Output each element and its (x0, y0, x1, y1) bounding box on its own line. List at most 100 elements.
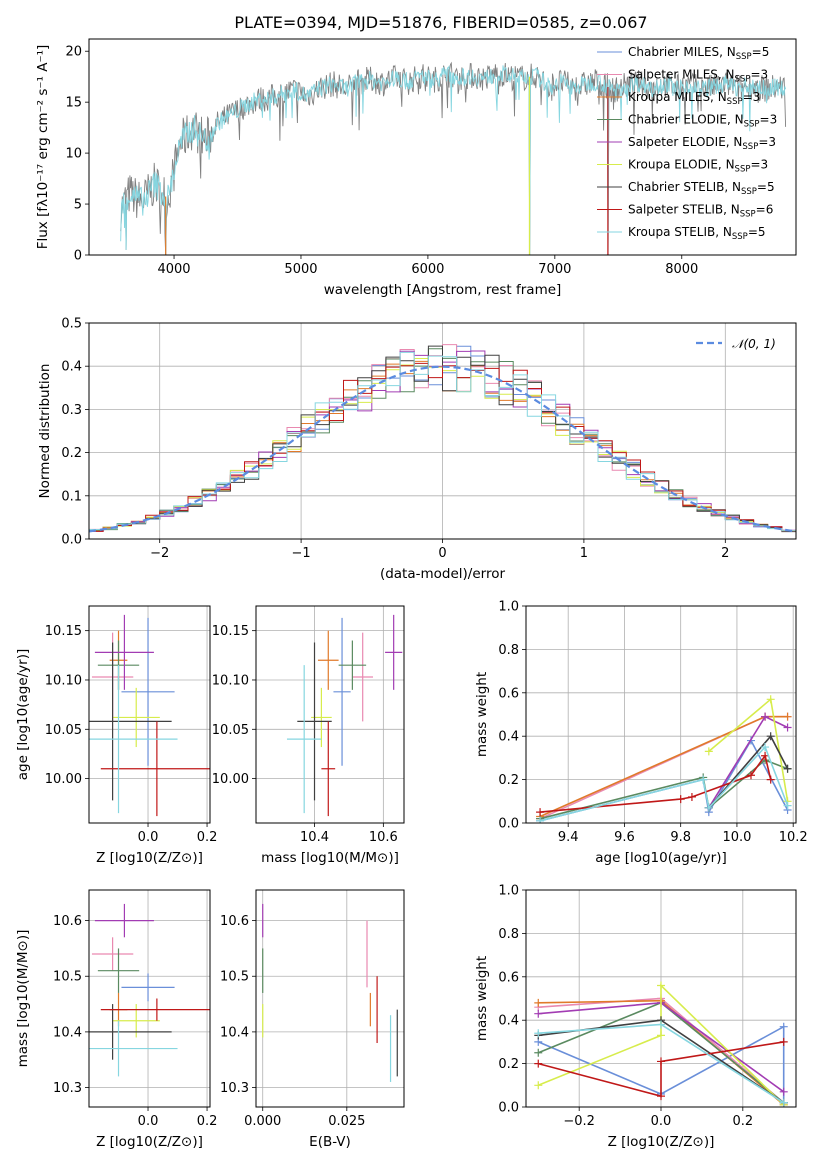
y-tick-label: 0.0 (61, 533, 82, 548)
y-tick-label: 10 (65, 147, 82, 162)
legend-entry: Salpeter ELODIE, NSSP=3 (628, 135, 776, 152)
y-tick-label: 0.4 (498, 730, 519, 745)
plot-area-age-vs-mass (286, 614, 403, 817)
weight-marker (534, 1048, 543, 1057)
legend-entry: 𝒩(0, 1) (732, 337, 776, 351)
weight-series (538, 1041, 784, 1098)
axes-frame (88, 605, 211, 824)
plot-area-residual-hist (89, 344, 796, 533)
y-axis-label: mass weight (474, 672, 490, 757)
y-tick-label: 10.4 (53, 1025, 82, 1040)
panel-residual-hist: −2 −1 0 1 2 0.0 0.1 0.2 0.3 0.4 0.5 (data-model)/er… (37, 317, 797, 582)
errorbar-point (286, 665, 322, 814)
x-tick-label: 0.000 (244, 1114, 281, 1129)
x-axis-label: wavelength [Angstrom, rest frame] (324, 282, 562, 298)
panel-weight-vs-age: 9.4 9.6 9.8 10.0 10.2 0.0 0.2 0.4 0.6 0.8 1.0 age [… (474, 600, 808, 867)
y-tick-label: 20 (65, 45, 82, 60)
y-tick-label: 10.00 (212, 772, 249, 787)
errorbar-point (94, 614, 154, 690)
x-tick-label: −2 (150, 546, 169, 561)
x-tick-label: 7000 (538, 262, 571, 277)
plot-area-weight-vs-age (536, 695, 792, 823)
axes-frame (88, 322, 797, 540)
x-tick-label: −0.2 (563, 1114, 595, 1129)
weight-marker (704, 747, 713, 756)
weight-series (539, 715, 788, 820)
axes-frame (255, 605, 405, 824)
y-tick-label: 10.00 (45, 772, 82, 787)
x-axis-label: age [log10(age/yr)] (595, 850, 727, 866)
x-tick-label: 2 (721, 546, 729, 561)
errorbar-point (89, 642, 172, 801)
y-tick-label: 0.2 (61, 446, 82, 461)
y-axis-label: mass [log10(M/M⊙)] (15, 930, 31, 1068)
axes-frame (88, 38, 797, 256)
errorbar-point (100, 998, 210, 1021)
errorbar-point (385, 614, 403, 690)
x-tick-label: −1 (292, 546, 311, 561)
y-axis-label: age [log10(age/yr)] (15, 649, 31, 781)
weight-marker (534, 1029, 543, 1038)
errorbar-point (89, 1020, 178, 1077)
plot-area-mass-vs-Z (89, 903, 210, 1077)
errorbar-point (89, 665, 178, 814)
x-tick-label: 6000 (411, 262, 444, 277)
plot-area-spectrum (120, 61, 787, 255)
y-axis-label: mass weight (474, 956, 490, 1041)
grid-age-vs-Z (89, 606, 210, 823)
weight-marker (536, 808, 545, 817)
weight-series (537, 983, 785, 1106)
y-tick-label: 0.0 (498, 817, 519, 832)
weight-marker (747, 771, 755, 780)
y-tick-label: 0.5 (61, 317, 82, 332)
y-tick-label: 1.0 (498, 600, 519, 615)
y-tick-label: 10.05 (212, 723, 249, 738)
weight-marker (657, 1092, 665, 1101)
panel-spectrum: 4000 5000 6000 7000 8000 0 5 10 15 20 wavelength [… (35, 38, 797, 298)
y-tick-label: 10.15 (212, 624, 249, 639)
y-axis-label: Flux [fλ10⁻¹⁷ erg cm⁻² s⁻¹ A⁻¹] (35, 45, 51, 250)
x-tick-label: 0.2 (197, 830, 218, 845)
legend-entry: Kroupa MILES, NSSP=3 (628, 90, 760, 107)
errorbar-point (100, 721, 210, 817)
weight-series (537, 1025, 785, 1103)
x-tick-label: 0 (438, 546, 446, 561)
figure-title: PLATE=0394, MJD=51876, FIBERID=0585, z=0… (234, 13, 647, 32)
x-axis-label: Z [log10(Z/Z⊙)] (96, 850, 203, 866)
x-axis-label: Z [log10(Z/Z⊙)] (608, 1134, 715, 1150)
x-tick-label: 9.6 (614, 830, 635, 845)
x-tick-label: 8000 (665, 262, 698, 277)
spectrum-model-1 (120, 64, 787, 255)
weight-marker (676, 795, 685, 804)
y-tick-label: 10.10 (45, 673, 82, 688)
legend-entry: Kroupa ELODIE, NSSP=3 (628, 158, 768, 175)
x-tick-label: 4000 (157, 262, 190, 277)
weight-marker (687, 792, 696, 801)
y-tick-label: 10.4 (220, 1025, 249, 1040)
y-tick-label: 0.3 (61, 403, 82, 418)
weight-marker (766, 775, 775, 784)
legend-entry: Chabrier STELIB, NSSP=5 (628, 180, 775, 197)
weight-marker (783, 712, 792, 721)
plot-area-mass-vs-ebv (262, 903, 398, 1082)
weight-marker (761, 743, 770, 752)
x-axis-label: (data-model)/error (380, 566, 506, 582)
weight-marker (534, 1059, 543, 1068)
x-tick-label: 0.2 (732, 1114, 753, 1129)
y-tick-label: 0.2 (498, 773, 519, 788)
weight-marker (657, 1057, 665, 1066)
grid-mass-vs-Z (89, 890, 210, 1107)
y-tick-label: 1.0 (498, 884, 519, 899)
x-tick-label: 0.2 (197, 1114, 218, 1129)
plot-area-age-vs-Z (89, 614, 210, 817)
x-tick-label: 9.8 (670, 830, 691, 845)
y-tick-label: 0.6 (498, 686, 519, 701)
y-tick-label: 10.05 (45, 723, 82, 738)
y-tick-label: 0.1 (61, 489, 82, 504)
errorbar-point (321, 721, 336, 817)
errorbar-point (333, 617, 351, 766)
weight-marker (783, 801, 792, 810)
y-tick-label: 0 (74, 249, 82, 264)
y-tick-label: 15 (65, 96, 82, 111)
x-tick-label: 5000 (284, 262, 317, 277)
